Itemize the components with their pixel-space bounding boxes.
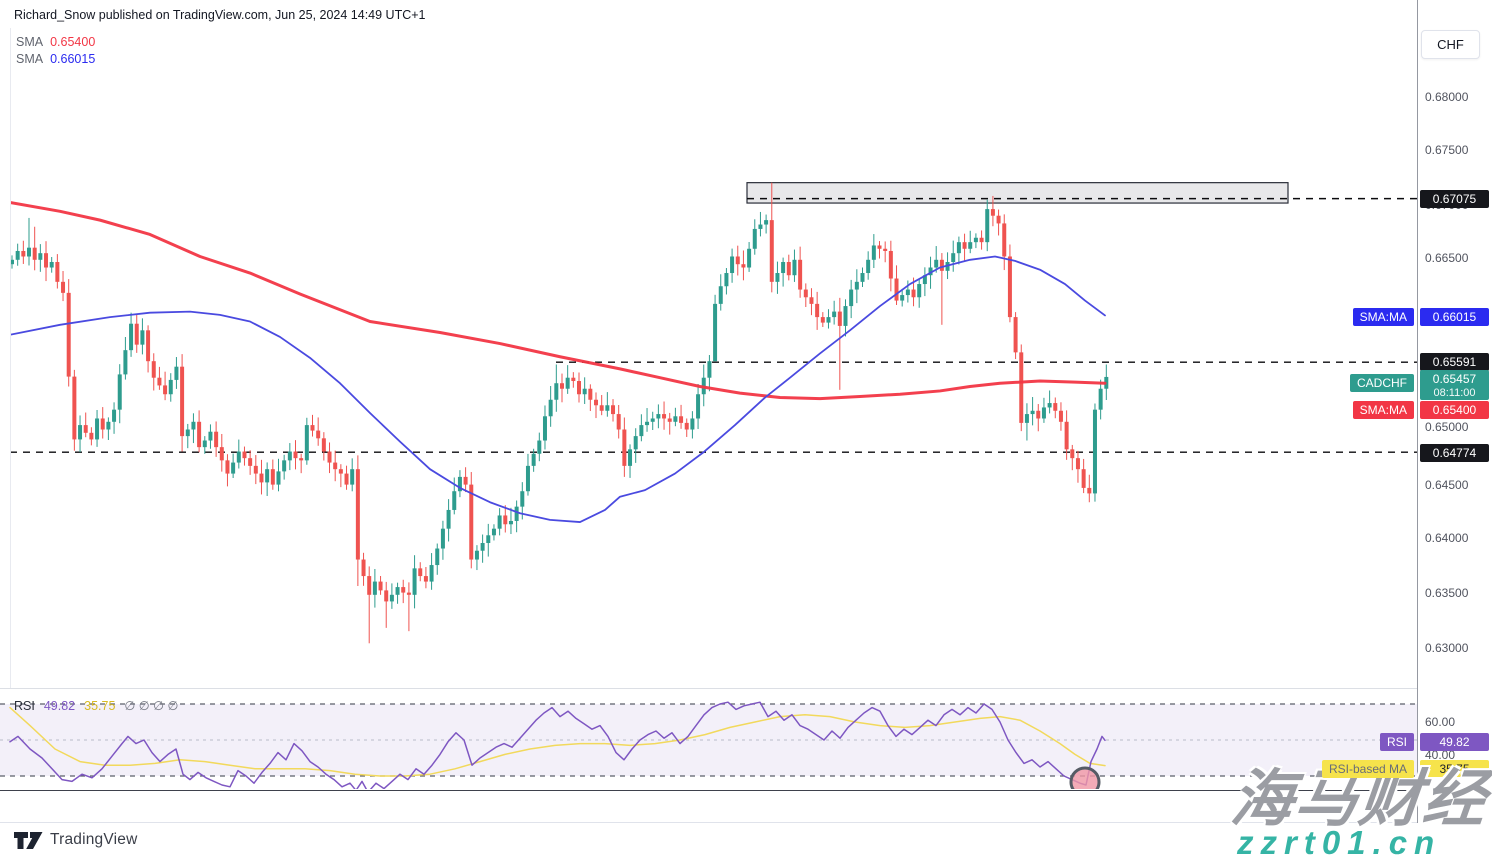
last-price-badge[interactable]: 0.65457 08:11:00 (1420, 370, 1489, 400)
sma-slow-line[interactable] (10, 255, 1106, 523)
chart-left-border (10, 28, 11, 688)
price-axis-label: 0.66500 (1425, 251, 1469, 265)
price-axis-label: 40.00 (1425, 748, 1456, 762)
rsi-legend-label: RSI (14, 699, 35, 713)
sma-fast-line[interactable] (10, 200, 1107, 401)
sma-slow-axis-label[interactable]: SMA:MA (1352, 308, 1414, 326)
rsi-ma-legend-value: 35.75 (84, 699, 116, 713)
watermark-site: zzrt01.cn (1237, 824, 1442, 857)
sma-slow-legend-label: SMA (16, 52, 44, 66)
rsi-line[interactable] (9, 701, 1106, 792)
rsi-ma-value-badge[interactable]: 35.75 (1420, 760, 1489, 777)
price-axis-label: 0.64000 (1425, 531, 1469, 545)
level-badge-0-64774[interactable]: 0.64774 (1420, 444, 1489, 462)
rsi-axis-label[interactable]: RSI (1379, 733, 1414, 751)
price-axis-label: 60.00 (1425, 715, 1456, 729)
price-axis[interactable]: 0.680000.675000.670000.665000.650000.645… (1417, 0, 1492, 857)
tradingview-icon (14, 831, 43, 849)
rsi-value-badge[interactable]: 49.82 (1420, 733, 1489, 751)
rsi-ma-axis-label[interactable]: RSI-based MA (1321, 760, 1414, 778)
sma-fast-legend[interactable]: SMA 0.65400 (16, 35, 95, 49)
sma-slow-value-badge[interactable]: 0.66015 (1420, 308, 1489, 326)
rsi-legend-empty-values: ∅ ∅ ∅ ∅ (124, 699, 179, 713)
rsi-annotation-circle[interactable] (1069, 766, 1101, 796)
sma-fast-value-badge[interactable]: 0.65400 (1420, 401, 1489, 419)
symbol-axis-label[interactable]: CADCHF (1350, 374, 1414, 392)
chart-bottom-border (0, 790, 1492, 791)
tradingview-logo[interactable]: TradingView (14, 831, 138, 849)
pane-separator[interactable] (0, 688, 1492, 689)
candles (10, 182, 1109, 644)
sma-slow-legend[interactable]: SMA 0.66015 (16, 52, 95, 66)
price-axis-label: 0.68000 (1425, 90, 1469, 104)
currency-button[interactable]: CHF (1421, 30, 1480, 59)
price-axis-label: 0.63000 (1425, 641, 1469, 655)
price-axis-label: 0.63500 (1425, 586, 1469, 600)
price-axis-label: 0.64500 (1425, 478, 1469, 492)
rsi-pane[interactable] (0, 701, 1417, 796)
price-axis-label: 0.67500 (1425, 143, 1469, 157)
footer-separator (0, 822, 1492, 823)
footer-bar (0, 823, 1492, 857)
rsi-ma-line[interactable] (9, 706, 1106, 777)
rsi-legend-value: 49.82 (43, 699, 76, 713)
sma-slow-legend-value: 0.66015 (50, 52, 96, 66)
main-pane[interactable] (10, 182, 1417, 644)
resistance-zone[interactable] (746, 182, 1289, 204)
time-axis[interactable]: NovDec2024FebMarAprMayJunJulAugSep (0, 790, 1417, 822)
sma-fast-legend-label: SMA (16, 35, 44, 49)
sma-fast-legend-value: 0.65400 (50, 35, 96, 49)
tradingview-wordmark: TradingView (50, 831, 138, 848)
level-badge-0-65591[interactable]: 0.65591 (1420, 353, 1489, 371)
level-badge-0-67075[interactable]: 0.67075 (1420, 190, 1489, 208)
sma-fast-axis-label[interactable]: SMA:MA (1352, 401, 1414, 419)
price-axis-label: 0.65000 (1425, 420, 1469, 434)
rsi-legend[interactable]: RSI 49.82 35.75 ∅ ∅ ∅ ∅ (14, 698, 187, 713)
published-line: Richard_Snow published on TradingView.co… (14, 8, 426, 22)
